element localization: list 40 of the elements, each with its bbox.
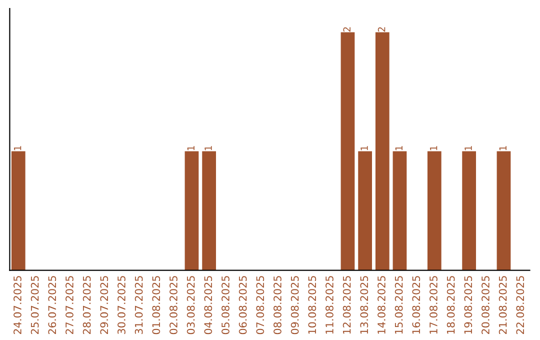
x-tick-label: 17.08.2025: [430, 276, 438, 334]
x-tick-label: 07.08.2025: [256, 276, 264, 334]
x-tick-label: 12.08.2025: [342, 276, 351, 334]
x-tick-label: 02.08.2025: [170, 276, 178, 334]
x-tick-label: 24.07.2025: [14, 276, 22, 334]
x-tick-label: 29.07.2025: [100, 276, 108, 334]
x-tick-label: 05.08.2025: [222, 276, 230, 334]
x-tick-label: 08.08.2025: [274, 276, 282, 334]
x-tick-label: 06.08.2025: [238, 276, 247, 334]
data-label: 2: [343, 27, 350, 32]
x-tick-label: 22.08.2025: [516, 276, 524, 334]
data-label: 1: [430, 146, 438, 150]
data-label: 2: [378, 27, 386, 32]
data-label: 1: [499, 146, 506, 150]
x-tick-label: 01.08.2025: [152, 276, 160, 334]
x-tick-label: 27.07.2025: [66, 276, 74, 334]
x-tick-label: 10.08.2025: [308, 276, 316, 334]
data-label: 1: [187, 146, 194, 150]
x-tick-label: 16.08.2025: [412, 276, 420, 334]
x-tick-label: 20.08.2025: [482, 276, 490, 334]
x-tick-label: 21.08.2025: [498, 276, 507, 334]
x-tick-label: 18.08.2025: [446, 276, 455, 334]
data-label: 1: [204, 146, 212, 150]
x-tick-label: 30.07.2025: [118, 276, 126, 334]
x-tick-label: 03.08.2025: [186, 276, 195, 334]
x-tick-label: 25.07.2025: [30, 276, 39, 334]
data-label: 1: [395, 146, 402, 150]
data-label: 1: [14, 146, 22, 150]
x-tick-label: 09.08.2025: [290, 276, 299, 334]
x-tick-label: 26.07.2025: [48, 276, 56, 334]
x-tick-label: 15.08.2025: [394, 276, 403, 334]
x-tick-label: 14.08.2025: [378, 276, 386, 334]
data-label: 1: [464, 146, 472, 150]
x-tick-label: 04.08.2025: [204, 276, 212, 334]
x-tick-label: 11.08.2025: [326, 276, 334, 334]
x-tick-label: 31.07.2025: [134, 276, 143, 334]
data-label: 1: [360, 146, 368, 150]
x-tick-label: 28.07.2025: [82, 276, 91, 334]
x-tick-label: 19.08.2025: [464, 276, 472, 334]
x-tick-label: 13.08.2025: [360, 276, 368, 334]
